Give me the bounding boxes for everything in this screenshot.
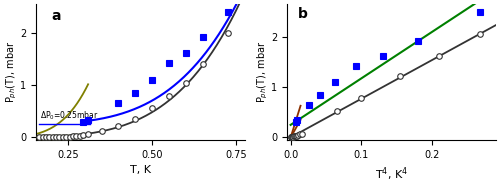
- Y-axis label: P$_{ph}$(T), mbar: P$_{ph}$(T), mbar: [4, 41, 18, 103]
- Text: ΔP$_0$=0.25mbar: ΔP$_0$=0.25mbar: [40, 110, 98, 122]
- Text: a: a: [51, 9, 60, 23]
- Text: b: b: [298, 7, 308, 21]
- X-axis label: T$^4$, K$^4$: T$^4$, K$^4$: [375, 165, 408, 183]
- X-axis label: T, K: T, K: [130, 165, 151, 175]
- Y-axis label: P$_{ph}$(T), mbar: P$_{ph}$(T), mbar: [256, 41, 270, 103]
